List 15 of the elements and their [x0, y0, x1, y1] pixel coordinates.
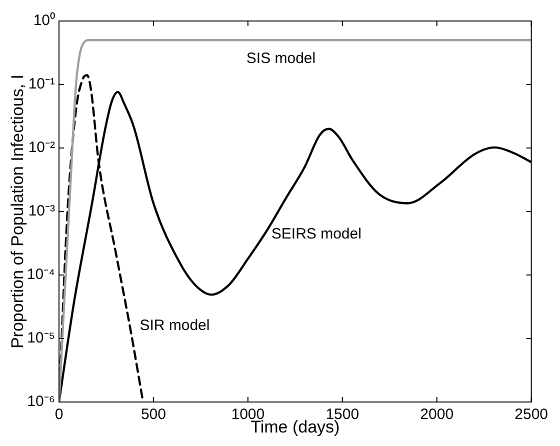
y-axis-title: Proportion of Population Infectious, I — [8, 74, 27, 349]
y-tick-label: 10⁰ — [33, 12, 55, 30]
y-tick-label: 10⁻⁶ — [27, 393, 55, 410]
y-tick-label: 10⁻⁴ — [26, 266, 55, 284]
y-tick-label: 10⁻¹ — [28, 76, 55, 93]
x-tick-label: 500 — [140, 406, 166, 424]
series-label: SIR model — [140, 316, 210, 334]
series-label: SIS model — [246, 50, 316, 68]
y-tick-label: 10⁻³ — [28, 202, 55, 220]
x-tick-label: 0 — [54, 406, 64, 424]
y-tick-label: 10⁻⁵ — [27, 330, 55, 347]
y-tick-label: 10⁻² — [28, 139, 55, 156]
x-tick-label: 2500 — [514, 406, 548, 424]
x-tick-label: 2000 — [420, 406, 454, 424]
series-label: SEIRS model — [271, 226, 362, 242]
